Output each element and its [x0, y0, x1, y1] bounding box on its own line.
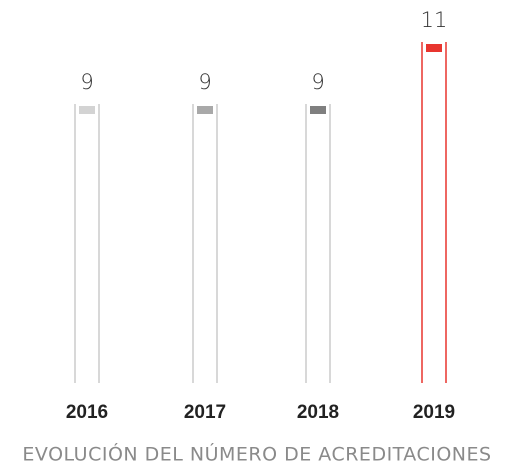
bar-cap [426, 44, 442, 52]
bar [305, 104, 331, 383]
value-label: 9 [198, 70, 211, 94]
bar-cap [197, 106, 213, 114]
x-tick-label: 2018 [297, 402, 339, 423]
bar-cap [310, 106, 326, 114]
bar-cap [79, 106, 95, 114]
value-label: 11 [421, 8, 448, 32]
bar [192, 104, 218, 383]
x-tick-label: 2017 [184, 402, 226, 423]
bar [421, 42, 447, 383]
x-tick-label: 2016 [66, 402, 108, 423]
bar [74, 104, 100, 383]
x-tick-label: 2019 [413, 402, 455, 423]
value-label: 9 [80, 70, 93, 94]
value-label: 9 [311, 70, 324, 94]
chart-title: EVOLUCIÓN DEL NÚMERO DE ACREDITACIONES [22, 442, 491, 466]
